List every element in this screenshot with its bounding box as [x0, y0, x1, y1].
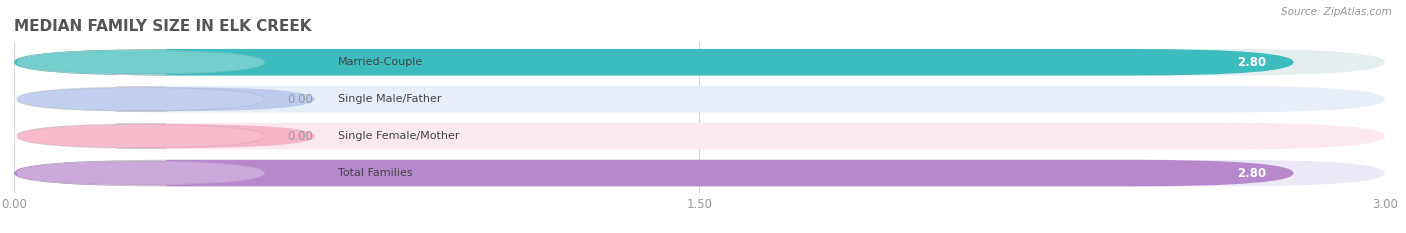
FancyBboxPatch shape — [18, 124, 264, 148]
FancyBboxPatch shape — [14, 160, 1294, 186]
FancyBboxPatch shape — [18, 50, 264, 74]
Text: Total Families: Total Families — [337, 168, 412, 178]
Text: Source: ZipAtlas.com: Source: ZipAtlas.com — [1281, 7, 1392, 17]
FancyBboxPatch shape — [18, 50, 315, 74]
Text: 2.80: 2.80 — [1237, 167, 1267, 180]
FancyBboxPatch shape — [18, 161, 315, 185]
Text: 2.80: 2.80 — [1237, 56, 1267, 69]
FancyBboxPatch shape — [14, 123, 1385, 149]
FancyBboxPatch shape — [14, 160, 1385, 186]
FancyBboxPatch shape — [18, 161, 264, 185]
FancyBboxPatch shape — [18, 124, 315, 148]
FancyBboxPatch shape — [14, 49, 1294, 75]
Text: Married-Couple: Married-Couple — [337, 57, 423, 67]
Text: MEDIAN FAMILY SIZE IN ELK CREEK: MEDIAN FAMILY SIZE IN ELK CREEK — [14, 19, 312, 34]
FancyBboxPatch shape — [18, 87, 264, 111]
FancyBboxPatch shape — [14, 86, 1385, 113]
Text: Single Male/Father: Single Male/Father — [337, 94, 441, 104]
Text: 0.00: 0.00 — [287, 93, 314, 106]
Text: Single Female/Mother: Single Female/Mother — [337, 131, 460, 141]
FancyBboxPatch shape — [14, 49, 1385, 75]
FancyBboxPatch shape — [18, 87, 315, 111]
Text: 0.00: 0.00 — [287, 130, 314, 143]
